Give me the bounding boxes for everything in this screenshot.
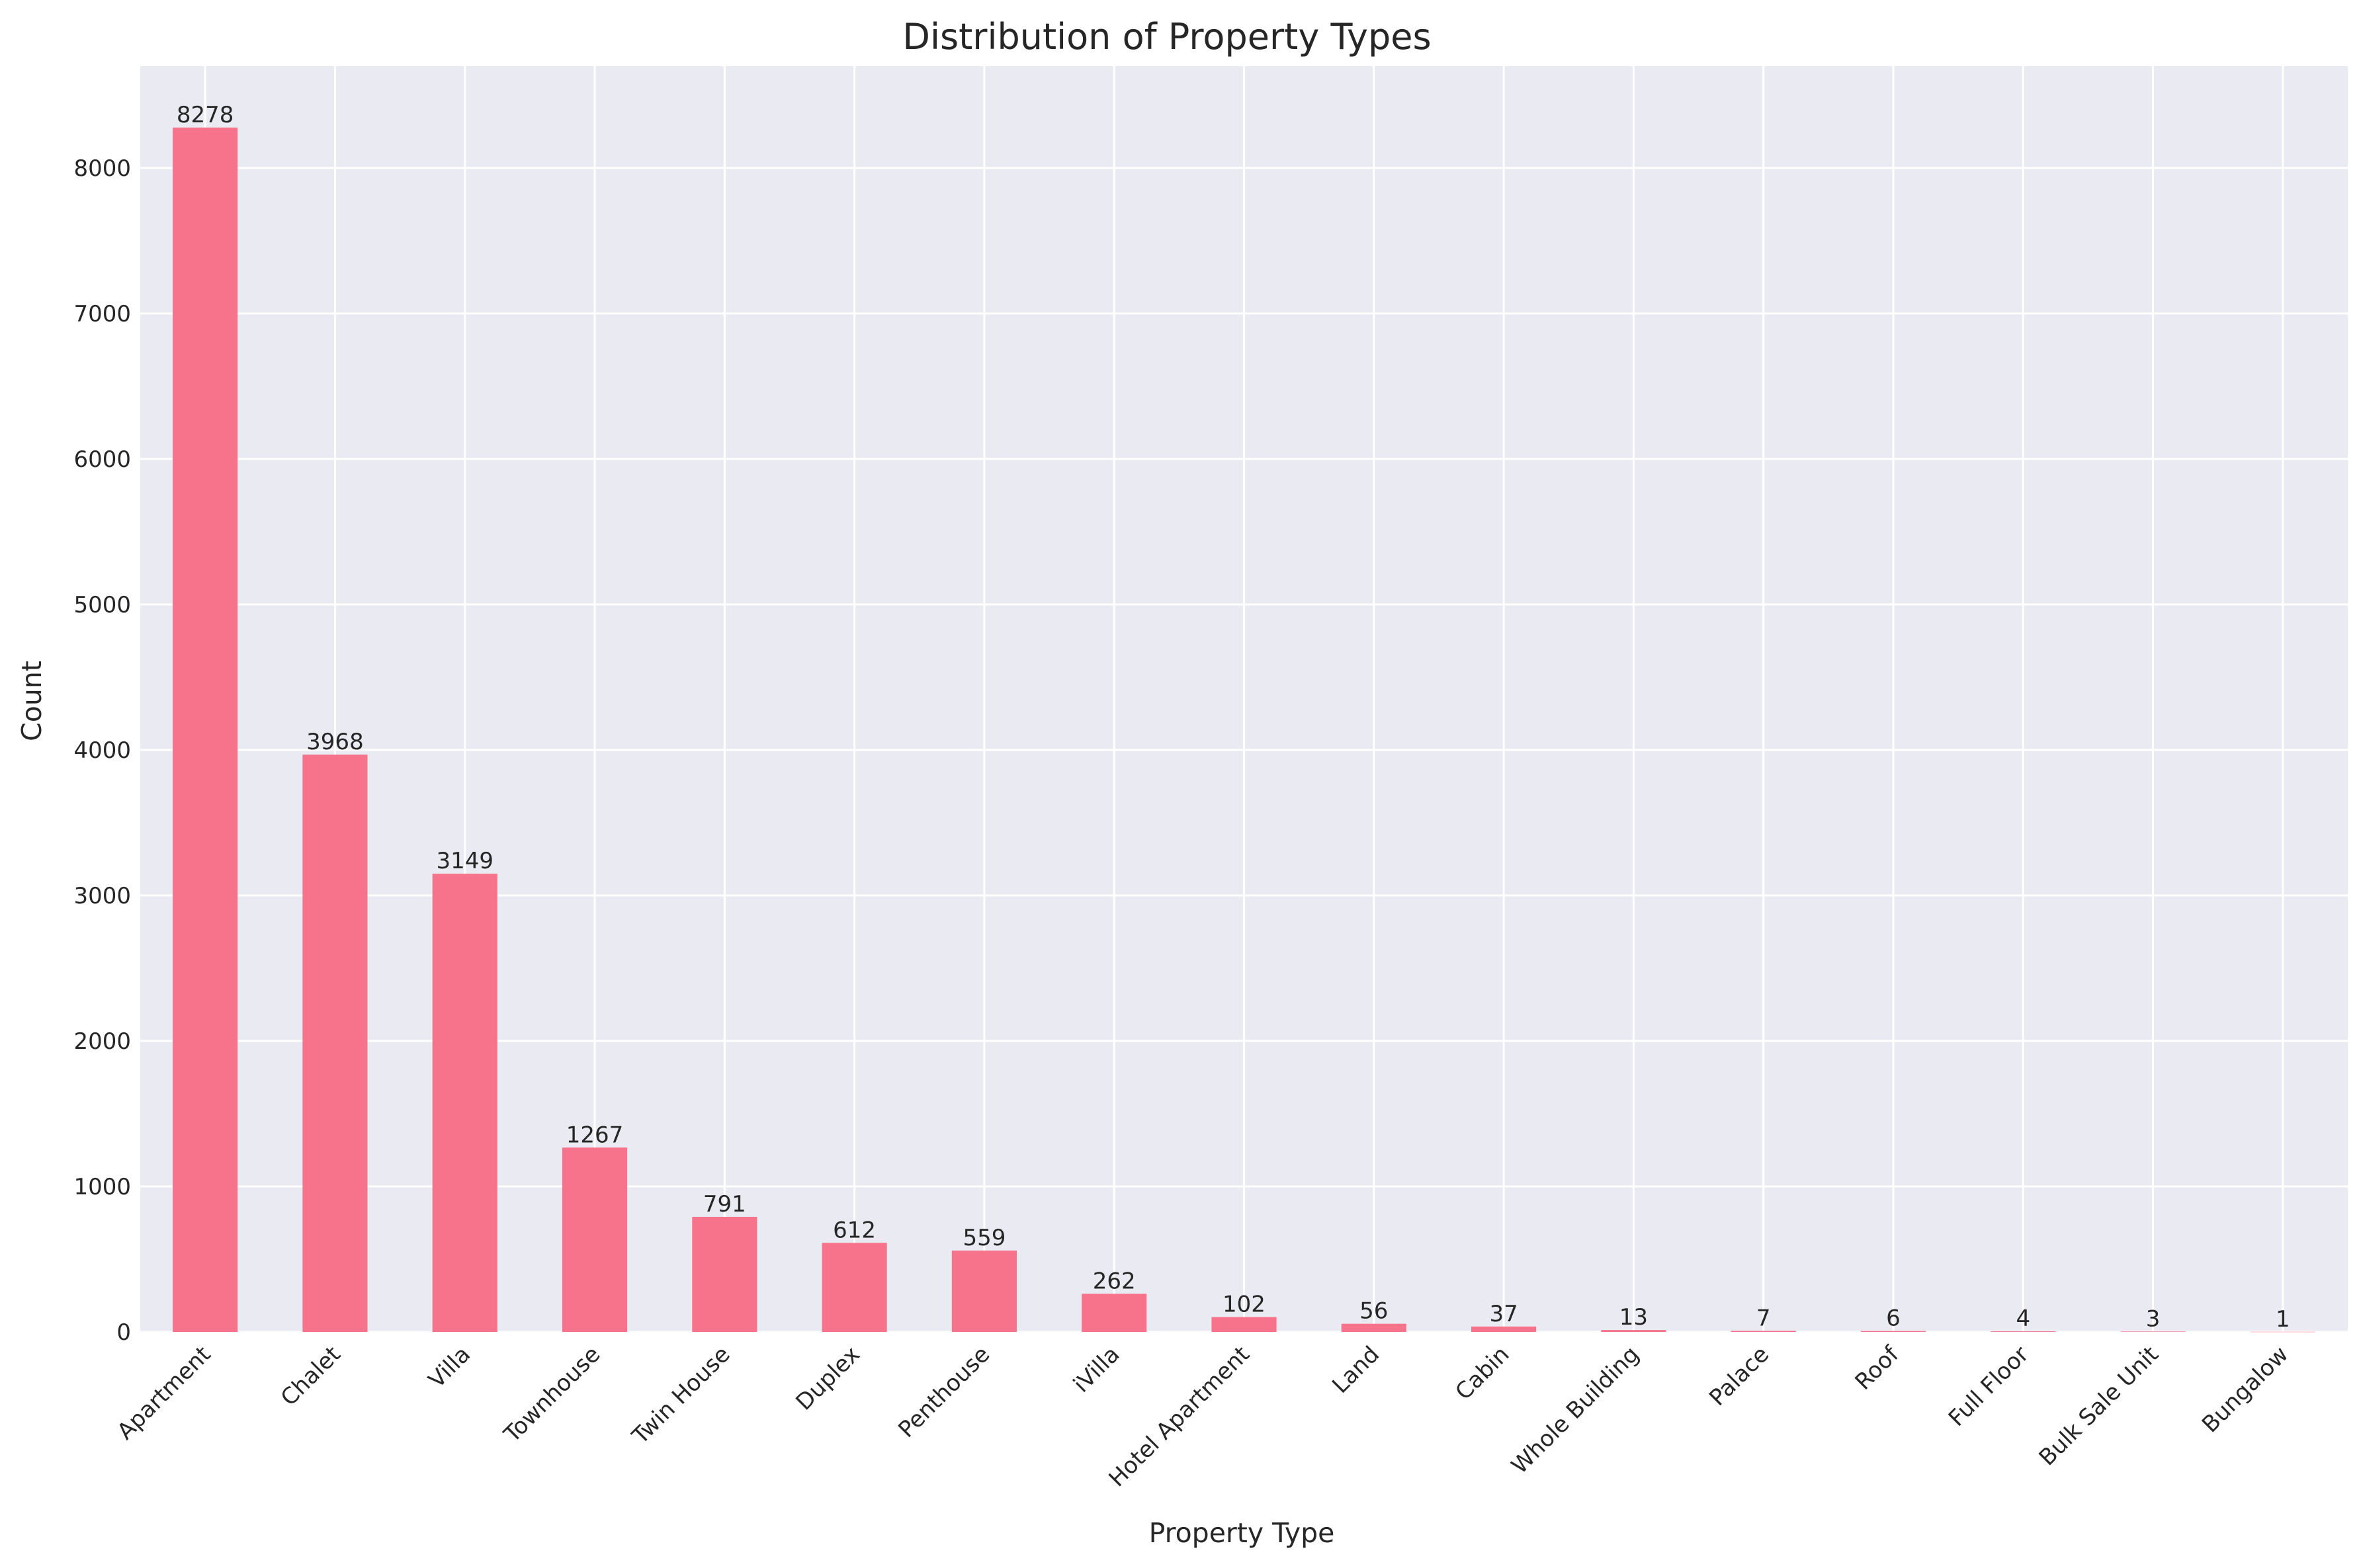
bar — [562, 1147, 628, 1332]
bar — [2250, 1331, 2315, 1333]
bar — [1471, 1326, 1537, 1332]
x-tick-label: Cabin — [1450, 1341, 1514, 1405]
x-tick-label: Bulk Sale Unit — [2034, 1341, 2164, 1471]
bar — [951, 1251, 1017, 1332]
data-label: 102 — [1223, 1292, 1266, 1318]
data-label: 7 — [1756, 1305, 1771, 1331]
bar — [2120, 1331, 2186, 1332]
y-tick-label: 0 — [116, 1319, 131, 1346]
bar — [173, 127, 238, 1333]
bar — [1341, 1323, 1406, 1332]
data-label: 559 — [963, 1225, 1006, 1251]
bar — [822, 1243, 887, 1332]
data-label: 3968 — [306, 729, 364, 755]
data-label: 1267 — [566, 1122, 624, 1148]
bar — [1211, 1317, 1277, 1332]
data-label: 6 — [1886, 1305, 1901, 1332]
bar — [1082, 1294, 1147, 1332]
y-tick-label: 5000 — [73, 592, 131, 618]
data-label: 791 — [703, 1191, 746, 1217]
x-tick-label: iVilla — [1068, 1341, 1125, 1398]
x-tick-label: Bungalow — [2197, 1341, 2294, 1438]
data-label: 4 — [2016, 1305, 2030, 1332]
data-label: 262 — [1093, 1268, 1136, 1294]
y-tick-label: 2000 — [73, 1028, 131, 1055]
bar — [1601, 1330, 1666, 1332]
data-label: 612 — [833, 1217, 876, 1243]
x-axis-label: Property Type — [1149, 1517, 1335, 1549]
y-axis-label: Count — [16, 661, 48, 741]
bar — [302, 755, 368, 1332]
x-tick-label: Hotel Apartment — [1104, 1341, 1255, 1492]
x-tick-label: Whole Building — [1506, 1341, 1645, 1479]
data-label: 8278 — [177, 102, 234, 128]
y-tick-label: 1000 — [73, 1174, 131, 1200]
y-tick-label: 3000 — [73, 883, 131, 909]
x-tick-label: Land — [1327, 1341, 1385, 1399]
bar — [692, 1216, 757, 1332]
x-tick-label: Duplex — [791, 1341, 865, 1416]
bar — [432, 874, 497, 1332]
data-label: 3 — [2146, 1305, 2161, 1332]
x-tick-label: Twin House — [626, 1341, 735, 1450]
data-label: 3149 — [436, 848, 494, 874]
data-label: 1 — [2276, 1306, 2290, 1333]
data-label: 13 — [1619, 1304, 1648, 1331]
x-tick-label: Roof — [1850, 1341, 1905, 1395]
y-tick-label: 8000 — [73, 155, 131, 182]
chart-title: Distribution of Property Types — [902, 16, 1431, 58]
x-tick-label: Penthouse — [893, 1341, 995, 1443]
y-tick-label: 6000 — [73, 446, 131, 473]
y-tick-label: 7000 — [73, 301, 131, 327]
y-axis-ticks: 0 1000 2000 3000 4000 5000 6000 7000 8000 — [73, 155, 131, 1346]
x-tick-label: Apartment — [112, 1341, 216, 1445]
bar — [1860, 1331, 1926, 1332]
x-tick-label: Palace — [1704, 1341, 1774, 1411]
y-tick-label: 4000 — [73, 737, 131, 764]
x-tick-label: Chalet — [276, 1341, 346, 1411]
bars — [173, 127, 2315, 1333]
bar — [1991, 1331, 2056, 1332]
x-tick-label: Townhouse — [499, 1341, 606, 1448]
x-tick-label: Full Floor — [1944, 1341, 2034, 1432]
data-label: 56 — [1359, 1298, 1388, 1325]
x-tick-label: Villa — [423, 1341, 476, 1393]
x-axis-ticks: Apartment Chalet Villa Townhouse Twin House D… — [112, 1341, 2294, 1492]
data-label: 37 — [1489, 1301, 1518, 1327]
bar — [1731, 1331, 1796, 1332]
